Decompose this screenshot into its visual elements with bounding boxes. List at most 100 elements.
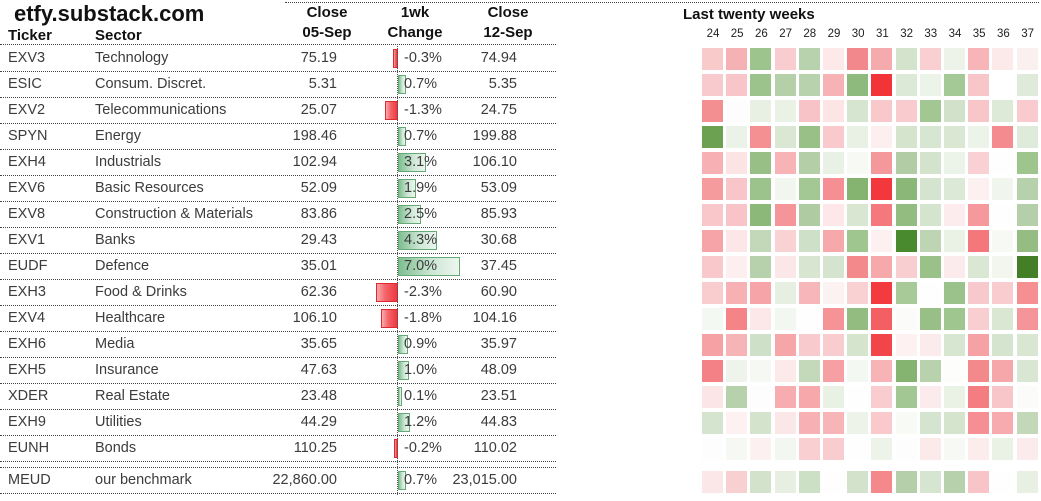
change-cell: -2.3%: [404, 284, 442, 300]
sector-cell: Technology: [95, 50, 169, 66]
sector-cell: Food & Drinks: [95, 284, 187, 300]
change-databar: [398, 387, 402, 406]
heatmap-cell-xder-w25: [726, 386, 748, 408]
heatmap-cell-exv1-w34: [944, 230, 965, 252]
close-12sep-cell: 5.35: [488, 76, 517, 92]
heatmap-cell-exh4-w31: [871, 152, 893, 174]
heatmap-cell-exv6-w33: [919, 178, 941, 200]
heatmap-cell-exv3-w26: [750, 48, 772, 70]
heatmap-cell-exv8-w25: [726, 204, 748, 226]
heatmap-cell-meud-w26: [750, 471, 772, 493]
close-05sep-cell: 44.29: [300, 414, 337, 430]
heatmap-cell-exv1-w33: [919, 230, 941, 252]
heatmap-week-label-27: 27: [779, 28, 792, 40]
heatmap-cell-exh4-w24: [702, 152, 723, 174]
heatmap-week-label-26: 26: [754, 28, 768, 40]
heatmap-cell-exh4-w27: [774, 152, 796, 174]
heatmap-cell-exv1-w26: [750, 230, 772, 252]
column-header-1wk-change: 1wk Change: [355, 3, 475, 43]
heatmap-week-label-32: 32: [900, 28, 913, 40]
heatmap-cell-exv3-w37: [1016, 48, 1038, 70]
heatmap-cell-exh5-w25: [726, 360, 748, 382]
change-line1: 1wk: [400, 4, 430, 21]
close-12sep-cell: 37.45: [480, 258, 517, 274]
heatmap-cell-meud-w24: [702, 471, 723, 493]
heatmap-cell-xder-w34: [944, 386, 965, 408]
table-row-exh6: EXH6 Media 35.65 0.9% 35.97: [0, 332, 556, 358]
ticker-cell: MEUD: [8, 472, 51, 488]
ticker-cell: EXH5: [8, 362, 46, 378]
sector-cell: Energy: [95, 128, 141, 144]
heatmap-cell-exh9-w26: [750, 412, 772, 434]
column-header-close-12sep: Close 12-Sep: [448, 3, 568, 43]
sector-cell: Bonds: [95, 440, 137, 456]
table-row-exh3: EXH3 Food & Drinks 62.36 -2.3% 60.90: [0, 280, 556, 306]
heatmap-cell-exv2-w36: [992, 100, 1014, 122]
heatmap-cell-spyn-w36: [992, 126, 1014, 148]
heatmap-cell-exh4-w33: [919, 152, 941, 174]
heatmap-cell-exh6-w30: [847, 334, 869, 356]
heatmap-cell-eudf-w30: [847, 256, 869, 278]
heatmap-cell-eunh-w33: [919, 438, 941, 460]
heatmap-cell-exh9-w29: [823, 412, 844, 434]
heatmap-cell-exh9-w25: [726, 412, 748, 434]
heatmap-cell-eunh-w37: [1016, 438, 1038, 460]
heatmap-cell-meud-w35: [968, 471, 990, 493]
heatmap-cell-xder-w32: [895, 386, 917, 408]
header-divider: [0, 44, 556, 45]
change-cell: 0.7%: [404, 76, 438, 92]
heatmap-cell-exv2-w32: [895, 100, 917, 122]
heatmap-cell-exh6-w26: [750, 334, 772, 356]
close-12sep-cell: 74.94: [480, 50, 517, 66]
heatmap-cell-exh4-w30: [847, 152, 869, 174]
heatmap-cell-exv2-w27: [774, 100, 796, 122]
change-databar: [398, 153, 427, 172]
heatmap-cell-exv6-w34: [944, 178, 965, 200]
table-row-exh5: EXH5 Insurance 47.63 1.0% 48.09: [0, 358, 556, 384]
heatmap-cell-exv2-w25: [726, 100, 748, 122]
heatmap-cell-exh3-w35: [968, 282, 990, 304]
heatmap-cell-exv6-w27: [774, 178, 796, 200]
heatmap-cell-meud-w34: [944, 471, 965, 493]
sector-cell: our benchmark: [95, 472, 192, 488]
heatmap-cell-exv1-w28: [798, 230, 820, 252]
sector-cell: Media: [95, 336, 135, 352]
table-row-exv8: EXV8 Construction & Materials 83.86 2.5% 85.…: [0, 202, 556, 228]
heatmap-cell-exv3-w29: [823, 48, 844, 70]
heatmap-cell-exv2-w24: [702, 100, 723, 122]
change-cell: 0.9%: [404, 336, 438, 352]
ticker-cell: ESIC: [8, 76, 42, 92]
heatmap-cell-exv4-w37: [1016, 308, 1038, 330]
heatmap-cell-exh6-w36: [992, 334, 1014, 356]
heatmap-cell-exh6-w28: [798, 334, 820, 356]
close-12sep-cell: 24.75: [480, 102, 517, 118]
heatmap-cell-exv6-w36: [992, 178, 1014, 200]
heatmap-cell-exh3-w27: [774, 282, 796, 304]
heatmap-cell-exh4-w37: [1016, 152, 1038, 174]
change-cell: 3.1%: [404, 154, 438, 170]
heatmap-cell-exv2-w29: [823, 100, 844, 122]
change-databar: [398, 257, 460, 276]
heatmap-week-label-34: 34: [948, 28, 962, 40]
heatmap-cell-exv6-w29: [823, 178, 844, 200]
heatmap-week-label-24: 24: [706, 28, 720, 40]
sector-cell: Insurance: [95, 362, 159, 378]
sector-cell: Basic Resources: [95, 180, 204, 196]
close-05sep-cell: 35.01: [300, 258, 337, 274]
heatmap-cell-exv3-w35: [968, 48, 990, 70]
close-05sep-cell: 83.86: [300, 206, 337, 222]
change-databar: [398, 75, 406, 94]
ticker-cell: EUNH: [8, 440, 50, 456]
heatmap-cell-exv8-w35: [968, 204, 990, 226]
heatmap-cell-xder-w28: [798, 386, 820, 408]
heatmap-cell-exh4-w28: [798, 152, 820, 174]
heatmap-cell-exv4-w32: [895, 308, 917, 330]
table-row-exh9: EXH9 Utilities 44.29 1.2% 44.83: [0, 410, 556, 436]
heatmap-cell-exv2-w30: [847, 100, 869, 122]
heatmap-cell-spyn-w27: [774, 126, 796, 148]
heatmap-week-label-31: 31: [875, 28, 889, 40]
heatmap-cell-meud-w29: [823, 471, 844, 493]
change-databar: [398, 471, 406, 490]
table-row-exh4: EXH4 Industrials 102.94 3.1% 106.10: [0, 150, 556, 176]
